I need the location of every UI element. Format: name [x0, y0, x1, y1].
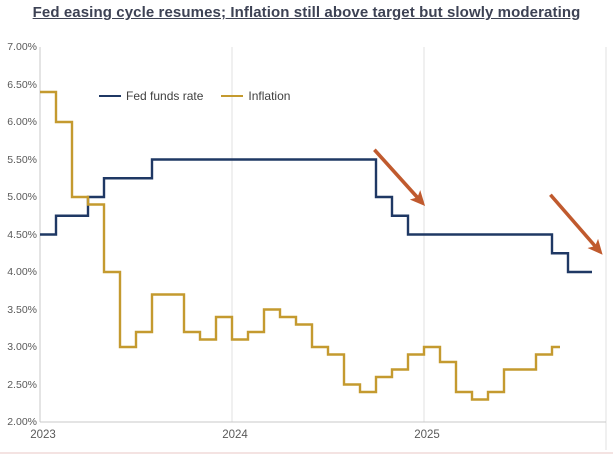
legend-item-inflation: Inflation	[221, 89, 290, 103]
legend-label: Fed funds rate	[126, 89, 204, 103]
legend: Fed funds rate Inflation	[99, 89, 290, 103]
y-tick-label: 6.00%	[7, 116, 37, 128]
series-line-inflation	[40, 90, 560, 401]
legend-line-swatch	[99, 95, 121, 97]
legend-label: Inflation	[248, 89, 291, 103]
y-tick-label: 4.50%	[7, 228, 37, 241]
x-tick-label: 2025	[414, 429, 440, 441]
legend-line-swatch	[221, 95, 244, 97]
x-tick-label: 2023	[30, 429, 56, 441]
trend-arrow-icon	[373, 148, 426, 206]
y-tick-label: 2.50%	[7, 378, 37, 391]
y-tick-label: 5.50%	[7, 153, 37, 166]
y-tick-label: 6.50%	[7, 78, 37, 91]
bottom-divider	[0, 452, 613, 454]
y-tick-label: 5.00%	[7, 191, 37, 203]
y-tick-label: 2.00%	[7, 416, 37, 428]
y-tick-label: 3.00%	[7, 341, 37, 353]
trend-arrow-icon	[549, 193, 603, 255]
chart-title: Fed easing cycle resumes; Inflation stil…	[32, 4, 581, 21]
y-tick-label: 7.00%	[7, 41, 37, 53]
x-tick-label: 2024	[222, 429, 248, 441]
y-tick-label: 4.00%	[7, 266, 37, 278]
legend-item-fed-funds-rate: Fed funds rate	[99, 89, 203, 103]
series-line-fed-funds-rate	[40, 158, 592, 274]
y-tick-label: 3.50%	[7, 303, 37, 316]
